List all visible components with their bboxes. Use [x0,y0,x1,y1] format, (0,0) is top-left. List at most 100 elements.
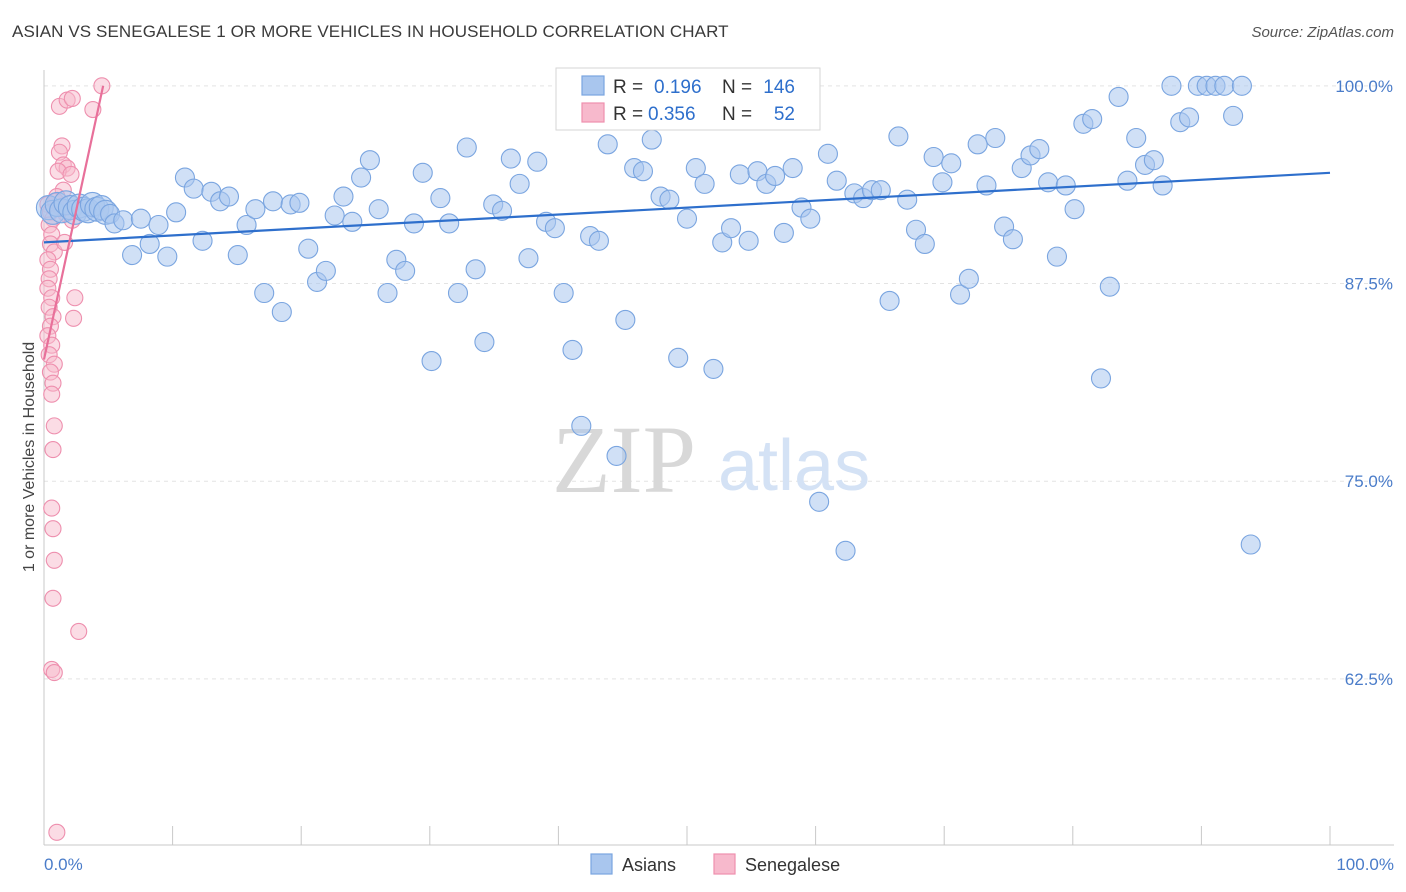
asians-point [1240,534,1261,555]
asians-point [139,233,160,255]
senegalese-point [44,589,62,607]
asians-point [447,282,469,304]
asians-point [289,192,310,213]
asians-point [412,162,433,183]
legend-r-value-senegalese: 0.356 [648,104,696,125]
asians-point [685,158,706,179]
senegalese-point [43,499,61,517]
asians-point [1090,368,1112,389]
series-legend-label-senegalese: Senegalese [745,855,840,875]
asians-point [659,189,680,210]
asians-point [518,248,539,269]
asians-points [35,75,1261,561]
asians-point [1064,199,1085,220]
asians-point [941,153,962,174]
legend-swatch-senegalese [581,102,605,123]
asians-point [571,415,592,436]
senegalese-points [39,77,111,841]
legend-n-value-asians: 146 [763,77,795,98]
asians-point [351,167,372,188]
asians-point [474,331,495,353]
legend-n-label-senegalese: N = [722,104,752,125]
senegalese-point [45,664,63,682]
asians-point [879,290,900,311]
asians-point [835,540,856,561]
senegalese-point [45,417,63,435]
senegalese-point [66,289,84,307]
asians-point [694,173,715,194]
asians-point [271,301,292,323]
asians-point [923,146,944,168]
asians-point [315,260,336,281]
asians-point [588,230,609,251]
gridlines [44,85,1394,680]
asians-point [676,208,698,229]
senegalese-point [65,309,83,327]
asians-point [130,208,151,229]
asians-point [157,246,178,267]
legend-n-label-asians: N = [722,77,752,98]
asians-point [870,180,891,201]
asians-point [738,230,759,251]
y-tick-label: 62.5% [1345,670,1393,689]
asians-point [395,260,416,281]
legend-r-value-asians: 0.196 [654,77,702,98]
asians-point [421,350,442,372]
asians-point [236,214,257,236]
asians-point [113,210,134,231]
asians-point [1099,276,1120,297]
asians-point [606,445,627,466]
asians-point [817,143,838,164]
asians-point [456,137,477,158]
legend-swatch-asians [581,75,605,96]
asians-point [377,282,398,304]
asians-point [1126,127,1147,149]
y-tick-label: 75.0% [1345,472,1393,491]
asians-point [888,126,909,147]
asians-point [509,173,530,194]
asians-point [192,230,213,251]
asians-point [597,134,618,155]
asians-point [1029,139,1050,160]
asians-point [1152,175,1173,196]
asians-point [218,186,240,207]
asians-point [1082,108,1103,130]
asians-trend-line [43,171,1331,244]
asians-point [491,200,513,221]
asians-point [1117,170,1138,191]
asians-point [183,178,204,199]
asians-point [122,245,143,266]
senegalese-point [44,441,62,459]
asians-point [1046,246,1067,267]
series-legend: Asians Senegalese [590,853,840,875]
asians-point [1214,75,1235,96]
senegalese-point [70,622,88,641]
senegalese-point [44,520,62,538]
asians-point [544,218,565,239]
senegalese-point [63,89,81,108]
asians-point [333,186,354,207]
asians-point [500,148,521,169]
asians-point [553,282,574,304]
asians-point [967,134,988,155]
asians-point [950,284,971,305]
series-legend-swatch-senegalese [713,853,736,875]
chart-title: ASIAN VS SENEGALESE 1 OR MORE VEHICLES I… [12,22,729,41]
asians-point [615,309,636,330]
asians-point [782,158,803,179]
asians-point [1055,175,1076,196]
senegalese-trend-line [42,85,105,360]
asians-point [527,151,548,172]
correlation-legend: R = 0.196 N = 146 R = 0.356 N = 52 [555,67,821,131]
asians-point [800,208,821,229]
asians-point [809,491,830,512]
x-tick-label-min: 0.0% [44,855,83,874]
asians-point [1143,150,1164,171]
asians-point [439,213,460,234]
asians-point [359,150,380,171]
asians-point [985,127,1006,149]
asians-point [897,189,918,210]
senegalese-point [45,551,63,569]
asians-point [826,170,847,191]
asians-point [254,282,275,304]
